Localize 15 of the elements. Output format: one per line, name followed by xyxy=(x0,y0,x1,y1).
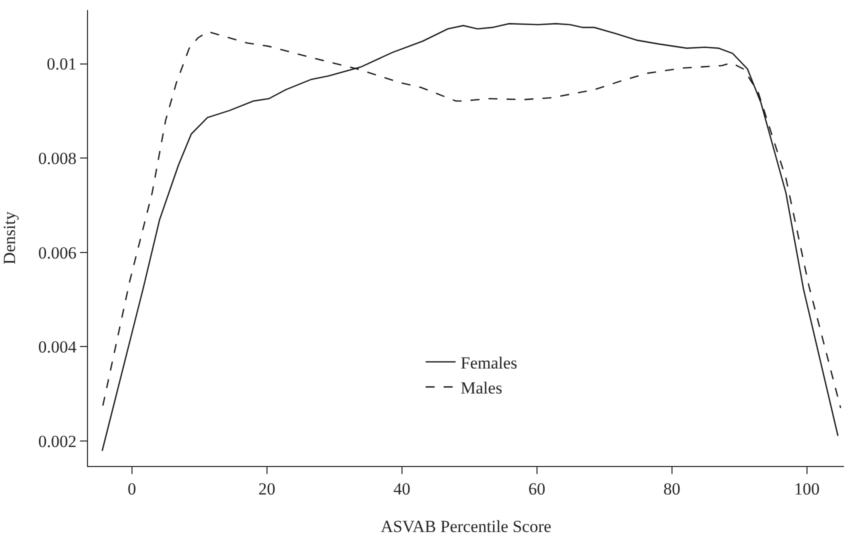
y-tick-label: 0.004 xyxy=(38,338,77,357)
y-tick-label: 0.006 xyxy=(38,243,76,262)
y-tick-label: 0.002 xyxy=(38,432,76,451)
legend-label: Males xyxy=(460,378,502,398)
x-tick-label: 40 xyxy=(393,480,410,498)
x-tick-label: 0 xyxy=(128,480,136,498)
x-tick-label: 20 xyxy=(258,480,276,498)
x-tick-label: 60 xyxy=(528,480,546,498)
y-tick-label: 0.008 xyxy=(38,149,76,168)
legend-label: Females xyxy=(460,353,518,372)
x-axis-title: ASVAB Percentile Score xyxy=(380,516,552,536)
y-tick-label: 0.01 xyxy=(46,54,76,74)
y-axis-title: Density xyxy=(0,211,19,264)
x-tick-label: 100 xyxy=(794,480,820,498)
x-tick-label: 80 xyxy=(663,480,680,498)
